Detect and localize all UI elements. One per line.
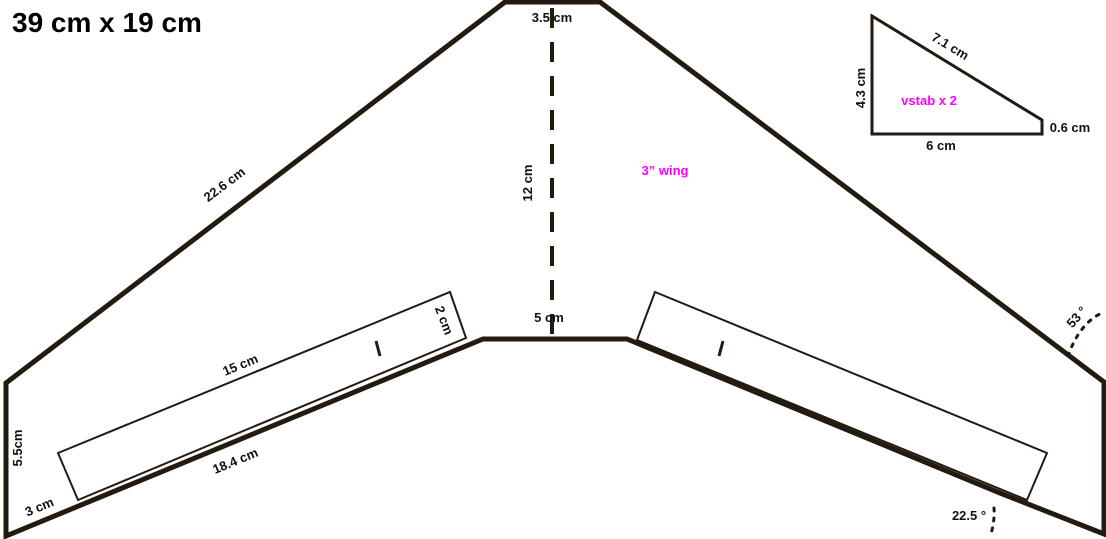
right-elevon xyxy=(635,290,1049,502)
sweep-angle-label: 53 ° xyxy=(1063,303,1090,330)
vstab-tip-label: 0.6 cm xyxy=(1050,120,1090,135)
center-line-dim-label: 12 cm xyxy=(520,165,535,202)
vstab-shape xyxy=(870,13,1044,136)
sweep-angle-arc xyxy=(1066,310,1106,358)
right-elevon-mark xyxy=(717,340,725,357)
wing-label: 3” wing xyxy=(642,163,689,178)
leading-edge-dim-label: 22.6 cm xyxy=(201,164,248,205)
wing-outline xyxy=(3,0,1106,539)
vstab-label: vstab x 2 xyxy=(901,93,957,108)
left-elevon-mark xyxy=(374,340,382,357)
vstab-height-label: 4.3 cm xyxy=(853,68,868,108)
elevon-length-dim-label: 15 cm xyxy=(220,351,260,379)
elevon-width-dim-label: 2 cm xyxy=(432,304,457,337)
trailing-angle-label: 22.5 ° xyxy=(952,508,986,523)
trailing-center-dim-label: 5 cm xyxy=(534,310,564,325)
trailing-angle-arc xyxy=(988,506,996,539)
tip-dim-label: 5.5cm xyxy=(10,430,25,467)
plan-title: 39 cm x 19 cm xyxy=(12,7,202,38)
nose-dim-label: 3.5 cm xyxy=(532,10,572,25)
left-elevon xyxy=(56,290,468,502)
vstab-base-label: 6 cm xyxy=(926,138,956,153)
vstab-hyp-label: 7.1 cm xyxy=(929,29,971,63)
